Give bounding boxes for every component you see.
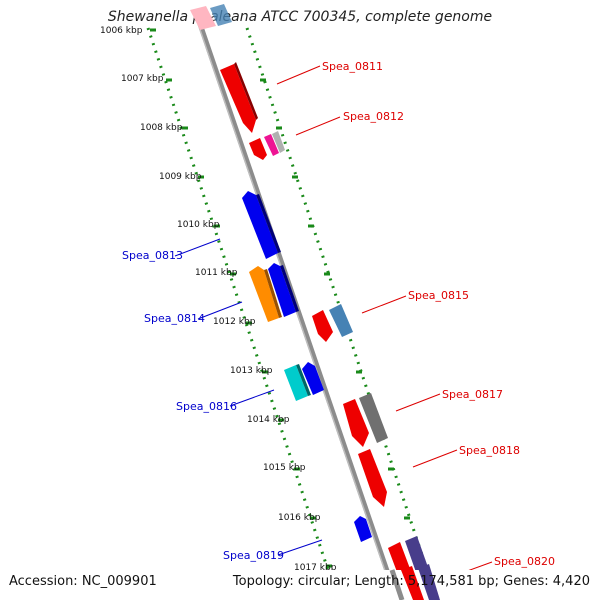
gene-label: Spea_0819: [223, 549, 284, 562]
ruler-label: 1012 kbp: [213, 317, 256, 327]
gene-label: Spea_0812: [343, 110, 404, 123]
gene-arrow: [329, 304, 353, 337]
leader-line: [361, 295, 407, 314]
gene-arrow-edge: [256, 194, 281, 253]
gene-arrow: [242, 191, 278, 259]
ruler-label: 1009 kbp: [159, 172, 202, 182]
gene-label: Spea_0817: [442, 388, 503, 401]
genome-backbone-bottom: [389, 569, 405, 600]
gene-arrow: [312, 310, 333, 342]
gene-arrow: [272, 131, 285, 153]
gene-label: Spea_0814: [144, 312, 205, 325]
gene-arrow: [249, 266, 279, 322]
gene-arrow-edge: [264, 269, 282, 318]
gene-arrow: [405, 536, 429, 570]
leader-line: [229, 389, 275, 407]
gene-arrow: [220, 64, 256, 133]
leader-line: [197, 301, 243, 320]
genome-summary-label: Topology: circular; Length: 5,174,581 bp…: [232, 574, 590, 589]
ruler-label: 1014 kbp: [247, 415, 290, 425]
gene-arrow-bottom: [401, 566, 424, 600]
ruler-label: 1011 kbp: [195, 268, 238, 278]
gene-label: Spea_0816: [176, 400, 237, 413]
ruler-label: 1008 kbp: [140, 123, 183, 133]
gene-arrow: [388, 542, 411, 570]
gene-arrow: [354, 516, 372, 542]
gene-label: Spea_0820: [494, 555, 555, 568]
leader-line: [277, 539, 323, 556]
gene-arrow: [302, 362, 324, 395]
gene-label: Spea_0815: [408, 289, 469, 302]
leader-line: [395, 393, 441, 412]
ruler-label: 1007 kbp: [121, 74, 164, 84]
gene-arrow: [264, 134, 279, 156]
gene-label: Spea_0813: [122, 249, 183, 262]
leader-line: [412, 449, 458, 468]
gene-arrow-edge: [280, 265, 299, 312]
gene-arrow: [359, 393, 388, 443]
leader-line: [468, 561, 493, 570]
ruler-label: 1010 kbp: [177, 220, 220, 230]
leader-line: [295, 116, 341, 136]
gene-label: Spea_0811: [322, 60, 383, 73]
gene-arrow: [249, 138, 267, 160]
gene-label: Spea_0818: [459, 444, 520, 457]
gene-arrow: [210, 4, 232, 26]
ruler-label: 1016 kbp: [278, 513, 321, 523]
gene-arrow-edge: [234, 62, 258, 120]
accession-label: Accession: NC_009901: [9, 574, 157, 589]
ruler-label: 1015 kbp: [263, 463, 306, 473]
leader-line: [276, 65, 321, 85]
gene-arrow: [190, 6, 216, 30]
ruler-label: 1017 kbp: [294, 563, 337, 573]
gene-arrow-bottom: [418, 564, 440, 600]
gene-arrow: [358, 449, 387, 507]
gene-arrow: [284, 365, 308, 401]
ruler-label: 1013 kbp: [230, 366, 273, 376]
gene-arrow: [268, 263, 296, 317]
gene-arrow: [343, 399, 369, 447]
ruler-label: 1006 kbp: [100, 26, 143, 36]
gene-arrow-edge: [296, 364, 311, 396]
leader-line: [174, 238, 221, 257]
